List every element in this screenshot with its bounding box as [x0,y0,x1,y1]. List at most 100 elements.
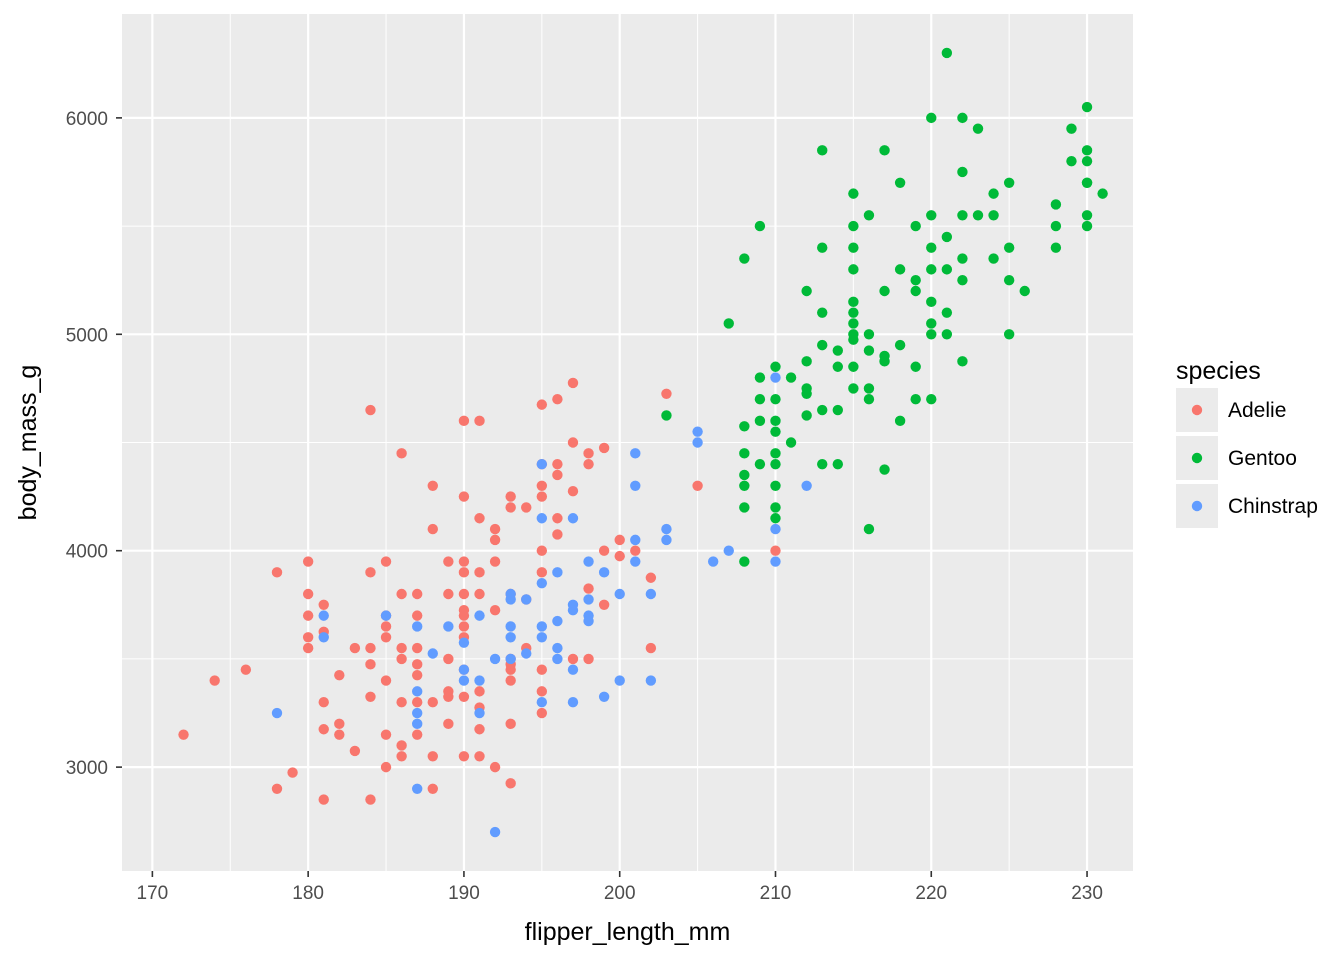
data-point-adelie [552,513,563,524]
data-point-gentoo [754,372,766,383]
data-point-adelie [411,659,423,670]
data-point-adelie [536,567,548,578]
data-point-adelie [489,523,501,535]
data-point-gentoo [817,339,828,351]
data-point-adelie [380,761,392,773]
data-point-adelie [380,729,392,740]
x-tick-label: 230 [1071,883,1103,904]
data-point-adelie [458,588,470,600]
data-point-adelie [630,545,641,556]
data-point-chinstrap [567,513,579,524]
data-point-gentoo [926,329,937,340]
data-point-gentoo [817,307,828,318]
data-point-gentoo [801,388,812,400]
data-point-gentoo [894,415,906,427]
data-point-gentoo [848,318,859,329]
data-point-gentoo [661,410,672,421]
data-point-gentoo [723,318,734,329]
data-point-gentoo [770,458,781,470]
data-point-chinstrap [536,513,548,524]
data-point-gentoo [832,361,844,372]
data-point-gentoo [879,356,890,367]
data-point-gentoo [848,220,859,232]
data-point-adelie [474,567,485,578]
data-point-adelie [318,794,329,805]
data-point-chinstrap [474,675,485,686]
data-point-adelie [489,605,501,616]
data-point-adelie [536,545,548,556]
data-point-gentoo [754,394,766,405]
data-point-adelie [380,632,392,643]
data-point-chinstrap [505,594,516,605]
data-point-chinstrap [661,523,672,535]
data-point-adelie [598,545,610,556]
data-point-gentoo [1081,155,1093,167]
data-point-gentoo [739,448,750,459]
data-point-adelie [302,642,314,654]
data-point-gentoo [957,210,968,221]
data-point-gentoo [957,166,968,178]
y-tick-label: 5000 [66,325,108,346]
data-point-chinstrap [552,567,563,578]
data-point-adelie [334,729,345,740]
data-point-gentoo [770,394,781,405]
y-tick-label: 6000 [66,109,108,130]
data-point-chinstrap [583,594,594,605]
data-point-gentoo [817,458,828,470]
data-point-adelie [661,388,672,400]
data-point-adelie [302,610,314,621]
data-point-gentoo [739,469,750,481]
data-point-gentoo [926,296,937,308]
data-point-chinstrap [723,545,734,556]
data-point-gentoo [832,345,844,356]
data-point-adelie [458,556,470,567]
data-point-chinstrap [801,480,812,491]
data-point-adelie [458,691,470,702]
data-point-adelie [583,653,594,665]
data-point-chinstrap [536,621,548,632]
data-point-gentoo [848,242,859,253]
data-point-adelie [552,469,563,481]
data-point-adelie [411,669,423,681]
data-point-adelie [318,696,329,708]
data-point-chinstrap [318,610,329,621]
legend-label-adelie: Adelie [1228,399,1286,422]
data-point-adelie [489,761,501,773]
x-tick-label: 170 [137,883,169,904]
data-point-adelie [365,404,376,416]
data-point-adelie [396,642,407,654]
data-point-gentoo [770,415,781,427]
legend-label-chinstrap: Chinstrap [1228,495,1318,518]
data-point-gentoo [910,394,921,405]
data-point-gentoo [1066,155,1077,167]
data-point-adelie [380,675,392,686]
data-point-gentoo [770,361,781,372]
data-point-chinstrap [474,707,485,719]
x-tick-label: 180 [292,883,324,904]
data-point-adelie [302,632,314,643]
data-point-gentoo [1081,177,1093,189]
data-point-gentoo [848,383,859,394]
data-point-gentoo [941,264,953,275]
data-point-adelie [271,567,283,578]
data-point-chinstrap [567,664,579,675]
data-point-gentoo [863,383,875,394]
x-axis: 170 180 190 200 210 220 230 [137,871,1103,904]
legend: species Adelie Gentoo Chinstrap [1176,357,1318,528]
data-point-gentoo [1081,101,1093,113]
data-point-chinstrap [598,567,610,578]
data-point-adelie [505,778,516,789]
data-point-gentoo [801,410,812,421]
data-point-gentoo [1066,123,1077,134]
data-point-adelie [536,664,548,675]
data-point-adelie [645,642,657,654]
data-point-adelie [505,491,516,502]
x-axis-title: flipper_length_mm [525,918,731,946]
data-point-gentoo [894,339,906,351]
data-point-adelie [505,502,516,513]
data-point-chinstrap [505,632,516,643]
data-point-chinstrap [661,534,672,546]
data-point-adelie [583,458,594,470]
data-point-adelie [443,556,454,567]
